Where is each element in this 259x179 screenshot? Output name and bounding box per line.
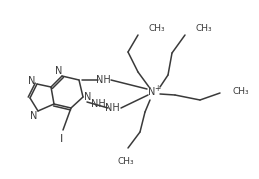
Text: CH₃: CH₃ (118, 156, 134, 166)
Text: +: + (154, 83, 160, 93)
Text: N: N (28, 76, 36, 86)
Text: N: N (30, 111, 38, 121)
Text: CH₃: CH₃ (148, 23, 165, 33)
Text: I: I (59, 134, 63, 144)
Text: N: N (84, 92, 92, 102)
Text: CH₃: CH₃ (232, 86, 249, 96)
Text: NH: NH (96, 75, 110, 85)
Text: N: N (148, 87, 156, 97)
Text: NH: NH (91, 99, 106, 109)
Text: N: N (55, 66, 63, 76)
Text: NH: NH (105, 103, 119, 113)
Text: CH₃: CH₃ (195, 23, 212, 33)
